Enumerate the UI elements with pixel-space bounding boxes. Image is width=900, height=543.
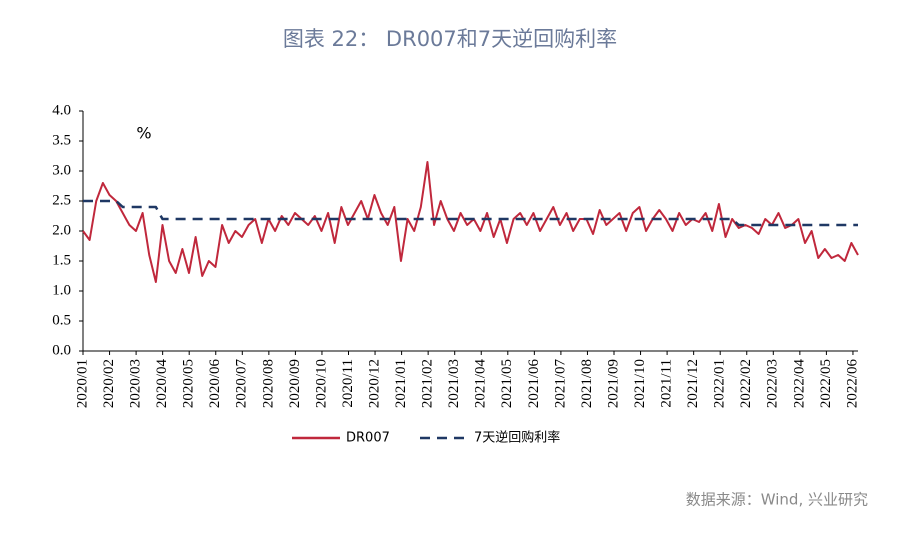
y-tick-label: 3.5 [52, 132, 71, 148]
chart-title: 图表 22： DR007和7天逆回购利率 [283, 27, 617, 51]
x-tick-label: 2021/09 [605, 359, 621, 408]
x-tick-label: 2021/12 [685, 359, 701, 408]
x-tick-label: 2022/02 [738, 359, 754, 408]
x-tick-label: 2020/10 [313, 359, 329, 408]
x-tick-label: 2020/04 [154, 359, 170, 409]
y-tick-label: 2.0 [52, 222, 71, 238]
y-tick-label: 3.0 [52, 162, 71, 178]
source: 数据来源：Wind, 兴业研究 [686, 491, 868, 509]
x-tick-label: 2021/07 [552, 359, 568, 409]
series-line [82, 161, 859, 283]
x-tick-label: 2021/04 [473, 359, 489, 409]
x-tick-label: 2022/06 [844, 359, 860, 409]
y-tick-label: 4.0 [52, 102, 71, 118]
y-tick-label: 0.5 [52, 312, 71, 328]
x-tick-label: 2020/08 [260, 359, 276, 408]
x-tick-label: 2021/02 [420, 359, 436, 408]
legend-label: 7天逆回购利率 [474, 430, 560, 446]
x-tick-label: 2020/11 [340, 359, 356, 408]
x-tick-label: 2020/12 [366, 359, 382, 408]
x-tick-label: 2021/10 [632, 359, 648, 408]
y-tick-label: 1.5 [52, 252, 71, 268]
y-tick-label: 1.0 [52, 282, 71, 298]
series-line [83, 199, 858, 227]
x-tick-label: 2020/05 [181, 359, 197, 408]
y-tick-label: 0.0 [52, 342, 71, 358]
x-tick-label: 2020/09 [287, 359, 303, 408]
y-tick-label: 2.5 [52, 192, 71, 208]
x-tick-label: 2022/04 [791, 359, 807, 409]
x-tick-label: 2021/03 [446, 359, 462, 408]
x-tick-label: 2022/01 [712, 359, 728, 408]
x-tick-label: 2020/07 [234, 359, 250, 409]
legend-label: DR007 [346, 431, 390, 446]
x-tick-label: 2020/03 [128, 359, 144, 408]
x-tick-label: 2020/01 [74, 359, 90, 408]
x-tick-label: 2021/06 [526, 359, 542, 409]
x-tick-label: 2021/05 [499, 359, 515, 408]
x-tick-label: 2020/06 [207, 359, 223, 409]
x-tick-label: 2021/01 [393, 359, 409, 408]
x-tick-label: 2021/08 [579, 359, 595, 408]
x-tick-label: 2022/03 [765, 359, 781, 408]
x-tick-label: 2021/11 [659, 359, 675, 408]
unit-label: % [136, 124, 151, 143]
x-tick-label: 2022/05 [818, 359, 834, 408]
x-tick-label: 2020/02 [101, 359, 117, 408]
